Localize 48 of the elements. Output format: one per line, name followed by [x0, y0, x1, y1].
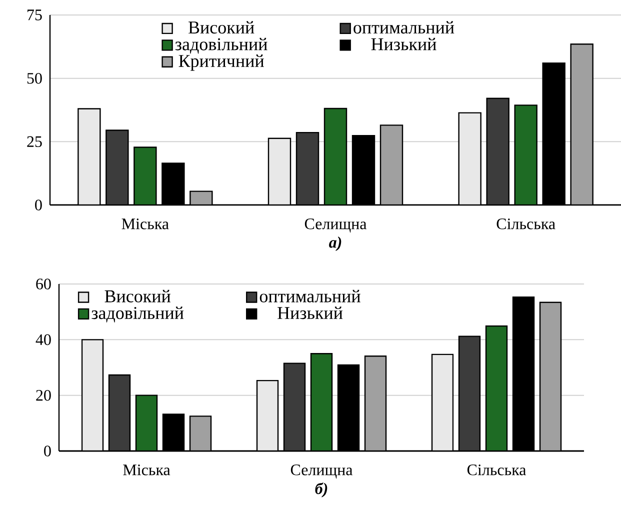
legend-label: Високий	[188, 21, 254, 34]
legend-label: задовільний	[175, 38, 268, 54]
x-tick-label: Міська	[122, 218, 169, 230]
bar	[431, 354, 454, 451]
bar	[296, 132, 320, 205]
bar	[189, 416, 212, 451]
bar	[380, 124, 404, 205]
text: б)	[315, 482, 328, 498]
legend-label: задовільний	[92, 306, 184, 322]
y-tick-label: 50	[27, 72, 42, 84]
bar	[514, 104, 538, 205]
bar	[486, 98, 510, 205]
bar	[539, 302, 562, 451]
legend-label: оптимальний	[260, 290, 360, 302]
bar	[268, 138, 292, 205]
bar	[78, 108, 101, 205]
x-tick-label: Селищна	[290, 464, 353, 478]
x-tick-label: Сільська	[496, 218, 556, 230]
bar	[134, 146, 157, 205]
bar	[324, 108, 348, 205]
bar	[570, 44, 594, 205]
legend-label: Низький	[371, 38, 436, 50]
text: а)	[329, 236, 342, 252]
x-tick-label: Сільська	[467, 464, 526, 476]
legend-label: Критичний	[178, 54, 264, 71]
bar	[485, 325, 508, 451]
x-tick-label: Міська	[123, 464, 170, 476]
bar	[283, 362, 306, 451]
legend-label: Низький	[278, 306, 343, 320]
y-tick-label: 60	[36, 278, 51, 290]
y-tick-label: 0	[35, 200, 42, 210]
bar	[364, 355, 387, 451]
bar	[458, 112, 482, 205]
y-tick-label: 40	[36, 334, 51, 346]
bar	[458, 336, 481, 451]
bar	[135, 394, 158, 451]
y-tick-label: 75	[28, 10, 42, 20]
legend-label: оптимальний	[354, 21, 454, 34]
y-tick-label: 0	[44, 446, 51, 456]
bar	[81, 339, 104, 451]
y-tick-label: 20	[36, 390, 51, 401]
x-tick-label: Селищна	[304, 218, 367, 232]
bar	[256, 380, 279, 451]
legend-label: Високий	[104, 290, 170, 302]
bar	[108, 374, 131, 451]
y-tick-label: 25	[27, 136, 42, 148]
bar	[310, 352, 333, 451]
bar	[106, 130, 129, 205]
